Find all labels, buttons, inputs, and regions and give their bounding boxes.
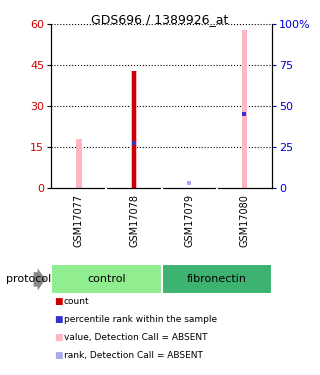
Bar: [51, 264, 162, 294]
Text: ■: ■: [54, 351, 63, 360]
Bar: [131, 70, 137, 188]
Bar: [162, 264, 272, 294]
Text: GSM17077: GSM17077: [74, 194, 84, 247]
Text: GSM17080: GSM17080: [239, 194, 249, 246]
Text: GDS696 / 1389926_at: GDS696 / 1389926_at: [91, 13, 229, 26]
Text: percentile rank within the sample: percentile rank within the sample: [64, 315, 217, 324]
Text: count: count: [64, 297, 90, 306]
Text: protocol: protocol: [6, 274, 52, 284]
FancyArrow shape: [34, 268, 46, 291]
Text: ■: ■: [54, 315, 63, 324]
Text: ■: ■: [54, 297, 63, 306]
Text: GSM17078: GSM17078: [129, 194, 139, 247]
Bar: [76, 139, 82, 188]
Text: fibronectin: fibronectin: [187, 274, 247, 284]
Text: value, Detection Call = ABSENT: value, Detection Call = ABSENT: [64, 333, 207, 342]
Text: rank, Detection Call = ABSENT: rank, Detection Call = ABSENT: [64, 351, 203, 360]
Text: control: control: [87, 274, 126, 284]
Text: ■: ■: [54, 333, 63, 342]
Bar: [242, 30, 247, 188]
Bar: [132, 70, 136, 188]
Text: GSM17079: GSM17079: [184, 194, 194, 247]
